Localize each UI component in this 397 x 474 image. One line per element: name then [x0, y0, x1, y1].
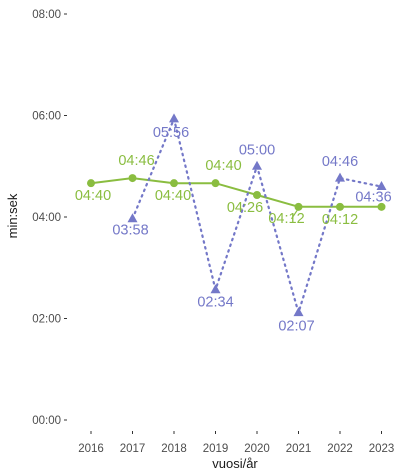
series-2-data-label: 04:46 — [322, 154, 358, 170]
series-1-data-label: 04:40 — [155, 188, 191, 204]
series-2-data-label: 04:36 — [355, 190, 391, 206]
x-axis: 2016 2017 2018 2019 2020 2021 2022 2023 — [78, 431, 394, 455]
series-1-line — [90, 177, 382, 208]
y-tick-label: 08:00 — [32, 9, 61, 21]
series-2-data-label: 05:56 — [153, 125, 189, 141]
series-1-point — [294, 202, 303, 211]
series-2-point — [376, 181, 387, 191]
x-tick-label: 2021 — [286, 443, 312, 455]
series-1-data-label: 04:12 — [268, 211, 304, 227]
series-1-point — [336, 202, 344, 211]
series-1-point — [128, 174, 137, 183]
y-tick-label: 02:00 — [32, 314, 61, 326]
x-tick-label: 2016 — [78, 443, 104, 455]
series-1-point — [211, 179, 220, 188]
series-1-point — [170, 179, 178, 188]
x-tick-label: 2022 — [327, 443, 353, 455]
label-leader-line — [291, 209, 298, 220]
series-2-point — [169, 113, 179, 123]
series-2-point — [127, 213, 138, 223]
x-tick-label: 2020 — [244, 443, 270, 455]
series-1-data-label: 04:46 — [118, 153, 154, 169]
series-markers — [87, 113, 387, 317]
series-2-data-label: 05:00 — [239, 142, 275, 158]
y-tick-label: 00:00 — [32, 415, 61, 427]
y-tick-label: 06:00 — [32, 111, 61, 123]
series-2-data-label: 02:07 — [278, 319, 314, 335]
series-2-point — [210, 284, 221, 294]
x-axis-title: vuosi/år — [212, 456, 258, 471]
x-tick-label: 2017 — [120, 443, 146, 455]
y-axis: 00:00 02:00 04:00 06:00 08:00 — [32, 9, 67, 427]
series-2-data-label: 03:58 — [112, 223, 148, 239]
data-labels: 04:4004:4604:4004:4004:2604:1204:1204:12… — [75, 125, 392, 335]
x-tick-label: 2019 — [203, 443, 229, 455]
series-2-point — [293, 307, 304, 317]
series-1-data-label: 04:40 — [205, 158, 241, 174]
series-2-point — [252, 160, 262, 170]
series-2-data-label: 02:34 — [197, 295, 233, 311]
series-1-data-label: 04:26 — [227, 200, 263, 216]
series-1-data-label: 04:12 — [322, 212, 358, 228]
y-axis-title: min:sek — [5, 193, 20, 238]
series-1-point — [253, 191, 261, 200]
series-1-point — [87, 179, 95, 188]
y-tick-label: 04:00 — [32, 212, 61, 224]
series-1-data-label: 04:40 — [75, 188, 111, 204]
x-tick-label: 2023 — [369, 443, 395, 455]
series-1-point — [377, 202, 386, 211]
series-2-point — [335, 172, 345, 182]
x-tick-label: 2018 — [161, 443, 187, 455]
